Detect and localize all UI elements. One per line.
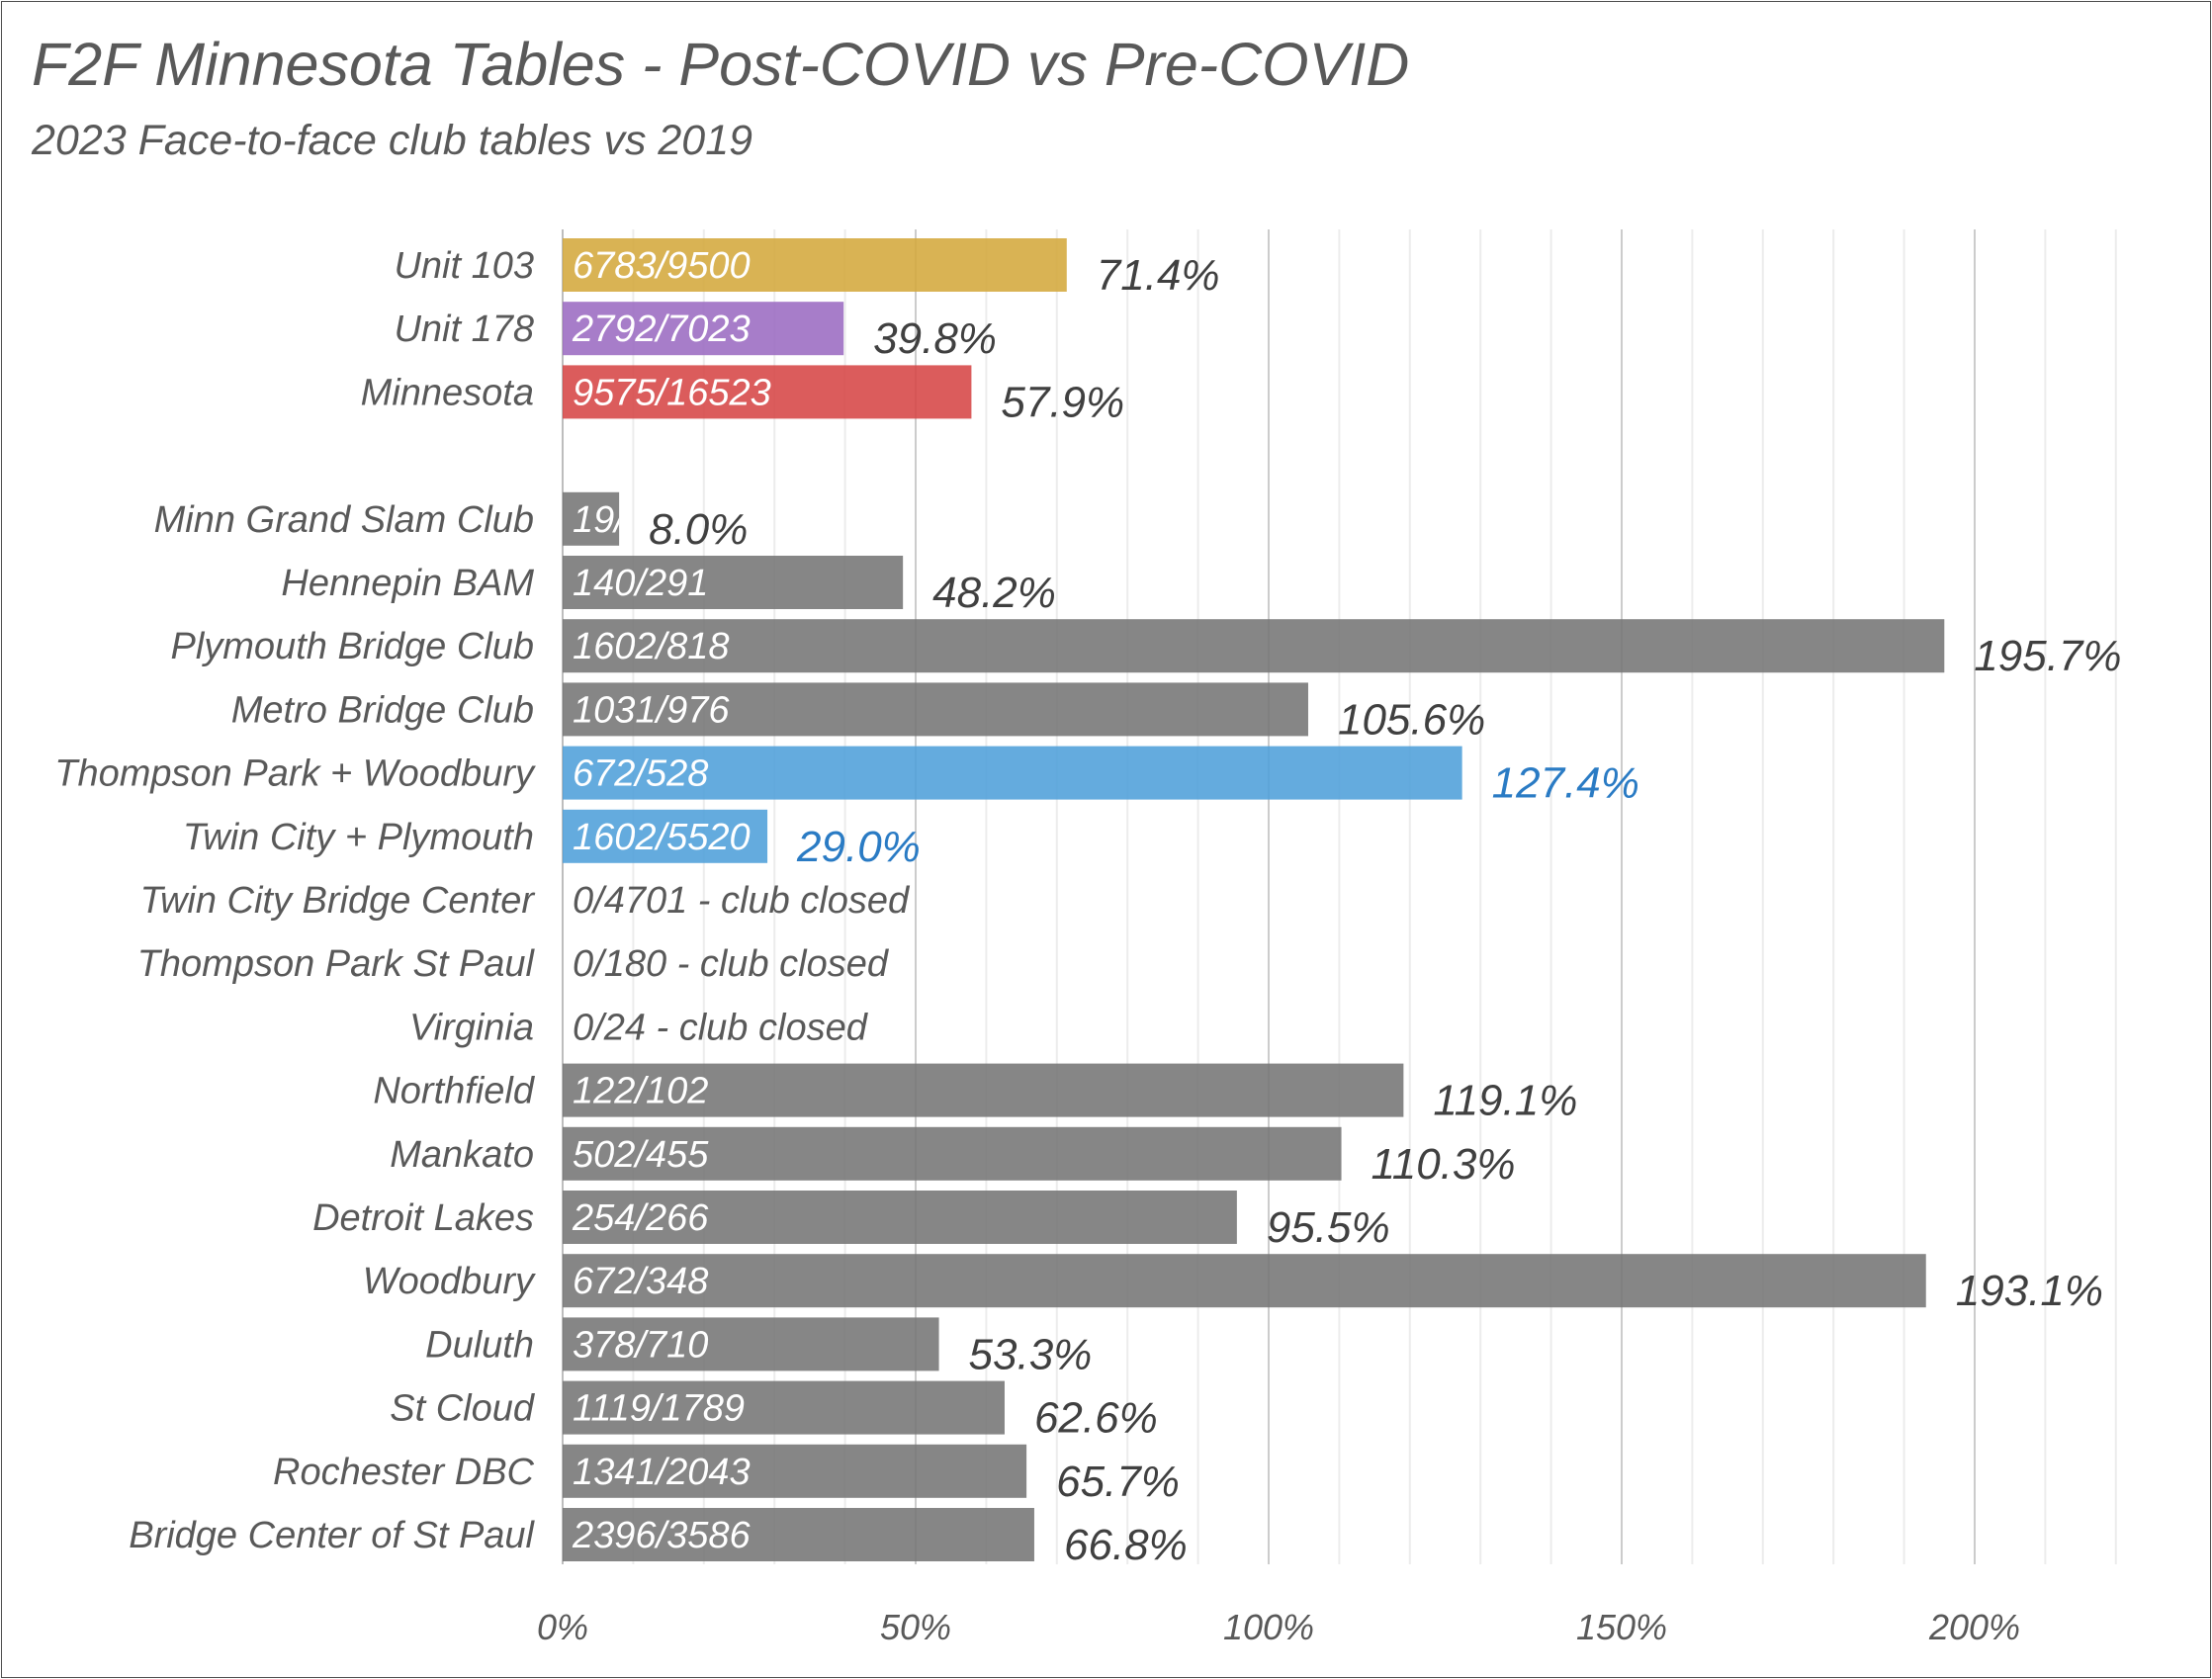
category-label: Northfield	[373, 1071, 535, 1112]
x-tick-label: 200%	[1928, 1607, 2020, 1647]
bar	[563, 809, 768, 863]
bar-value-label: 66.8%	[1064, 1521, 1188, 1569]
bar-tables-label: 1031/976	[573, 689, 730, 731]
bar-tables-label: 378/710	[573, 1324, 708, 1366]
bar	[563, 682, 1308, 737]
x-tick-label: 50%	[880, 1607, 951, 1647]
category-label: Hennepin BAM	[281, 563, 534, 604]
category-label: Minnesota	[361, 372, 534, 413]
category-label: St Cloud	[390, 1388, 536, 1430]
bar	[563, 1444, 1027, 1498]
bar-value-label: 119.1%	[1433, 1077, 1577, 1125]
closed-club-label: 0/4701 - club closed	[573, 880, 911, 922]
category-label: Thompson Park St Paul	[137, 943, 536, 985]
bar	[563, 365, 972, 419]
bars	[563, 238, 1945, 1561]
category-label: Unit 103	[394, 245, 534, 287]
bar-tables-label: 140/291	[573, 563, 708, 604]
bar-tables-label: 1602/818	[573, 626, 730, 667]
x-axis: 0% 50% 100% 150% 200%	[537, 1607, 2020, 1647]
bar	[563, 1063, 1404, 1117]
x-tick-label: 150%	[1576, 1607, 1667, 1647]
bar	[563, 1191, 1237, 1244]
bar	[563, 556, 904, 609]
bar-tables-label: 1341/2043	[573, 1452, 751, 1493]
category-label: Unit 178	[394, 309, 534, 350]
category-label: Virginia	[409, 1007, 534, 1048]
bar-tables-label: 1119/1789	[573, 1388, 745, 1430]
category-label: Bridge Center of St Paul	[129, 1515, 535, 1556]
bar-tables-label: 502/455	[573, 1134, 709, 1176]
bar	[563, 491, 620, 546]
bar-value-label: 39.8%	[873, 314, 997, 363]
x-tick-label: 0%	[537, 1607, 588, 1647]
bar-tables-label: 1602/5520	[573, 817, 751, 858]
chart-title: F2F Minnesota Tables - Post-COVID vs Pre…	[32, 31, 1410, 98]
bar	[563, 1317, 939, 1371]
category-label: Rochester DBC	[273, 1452, 535, 1493]
bar-value-label: 105.6%	[1338, 695, 1485, 744]
category-label: Minn Grand Slam Club	[154, 499, 534, 541]
bar-tables-label: 19/237	[573, 499, 689, 541]
bar-value-label: 193.1%	[1956, 1267, 2103, 1315]
chart-subtitle: 2023 Face-to-face club tables vs 2019	[32, 117, 753, 164]
bar	[563, 1126, 1342, 1181]
bar-value-label: 65.7%	[1056, 1458, 1180, 1506]
bar	[563, 619, 1945, 673]
bar-tables-label: 122/102	[573, 1071, 708, 1112]
closed-club-label: 0/24 - club closed	[573, 1007, 869, 1048]
bar-tables-label: 672/528	[573, 753, 708, 795]
bar-tables-label: 2396/3586	[572, 1515, 751, 1556]
bar-value-label: 71.4%	[1097, 251, 1220, 300]
category-label: Thompson Park + Woodbury	[54, 753, 536, 795]
bar-tables-label: 9575/16523	[573, 372, 771, 413]
bar-tables-label: 672/348	[573, 1261, 708, 1302]
category-label: Woodbury	[363, 1261, 536, 1302]
bar-value-label: 29.0%	[796, 823, 921, 871]
bar-value-label: 110.3%	[1371, 1140, 1516, 1189]
bar	[563, 746, 1462, 800]
bar	[563, 1380, 1005, 1435]
bar-value-label: 57.9%	[1001, 378, 1124, 426]
category-label: Duluth	[425, 1324, 534, 1366]
labels: Unit 103 6783/9500 71.4% Unit 178 2792/7023 3…	[54, 245, 2121, 1569]
category-label: Detroit Lakes	[312, 1197, 534, 1239]
bar	[563, 1508, 1034, 1561]
bar	[563, 302, 844, 356]
bar-value-label: 127.4%	[1492, 759, 1639, 808]
category-label: Twin City Bridge Center	[140, 880, 536, 922]
bar	[563, 238, 1067, 292]
bar-tables-label: 2792/7023	[572, 309, 751, 350]
category-label: Plymouth Bridge Club	[170, 626, 534, 667]
bar	[563, 1254, 1926, 1308]
bar-value-label: 95.5%	[1267, 1203, 1390, 1252]
closed-club-label: 0/180 - club closed	[573, 943, 890, 985]
bar-value-label: 195.7%	[1974, 632, 2121, 680]
bar-value-label: 48.2%	[932, 569, 1056, 617]
bar-tables-label: 6783/9500	[573, 245, 751, 287]
category-label: Metro Bridge Club	[231, 689, 534, 731]
bar-value-label: 62.6%	[1034, 1394, 1158, 1443]
bar-value-label: 8.0%	[649, 505, 748, 554]
bar-tables-label: 254/266	[572, 1197, 709, 1239]
bar-value-label: 53.3%	[969, 1330, 1093, 1378]
category-label: Mankato	[390, 1134, 534, 1176]
x-tick-label: 100%	[1223, 1607, 1314, 1647]
category-label: Twin City + Plymouth	[183, 817, 534, 858]
